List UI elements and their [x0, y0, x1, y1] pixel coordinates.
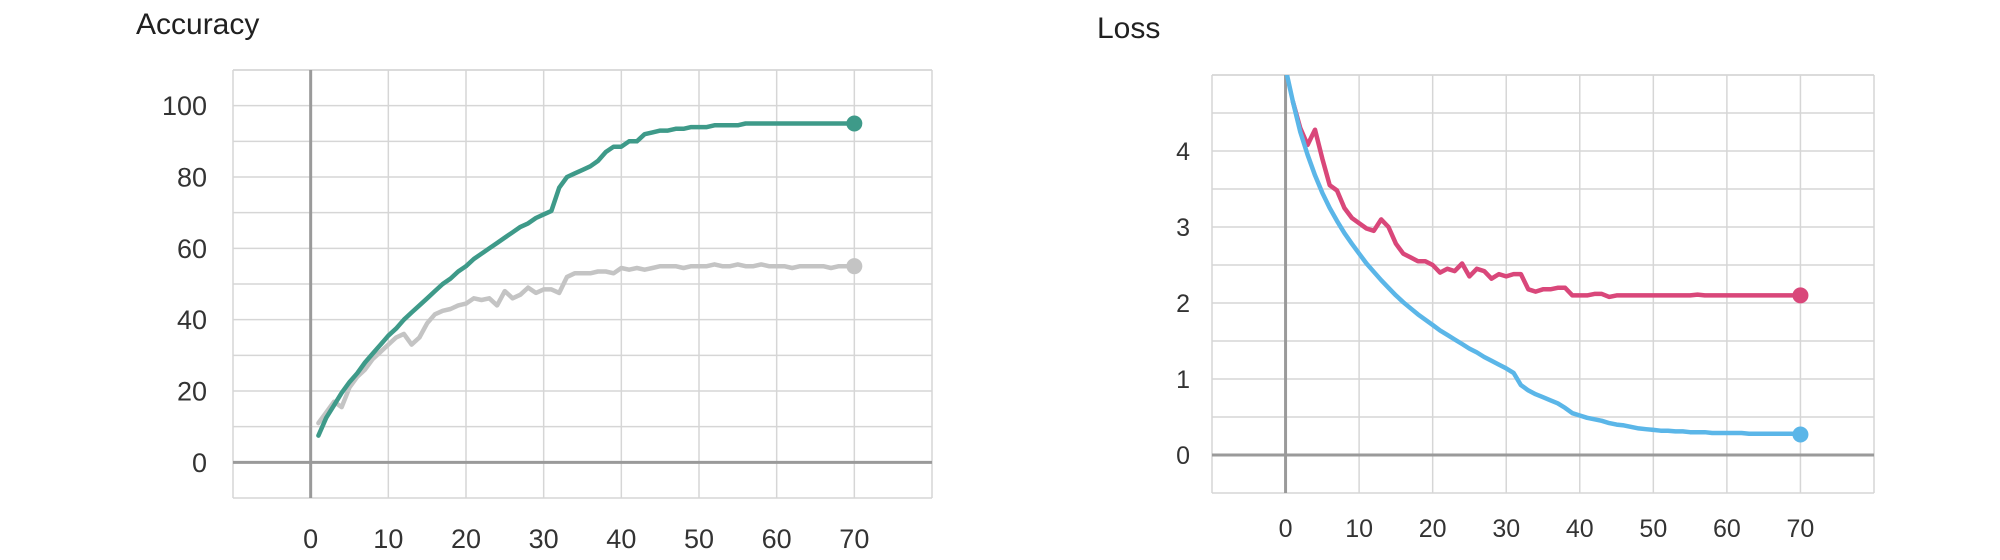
x-tick-label: 40	[1566, 515, 1594, 543]
y-tick-label: 60	[177, 234, 207, 264]
x-tick-label: 10	[373, 524, 403, 554]
x-tick-label: 40	[606, 524, 636, 554]
x-tick-label: 0	[303, 524, 318, 554]
x-tick-label: 0	[1279, 515, 1293, 543]
loss-chart: Loss 0 10 20 30 40 50 60 70 0 1 2 3 4	[1097, 12, 1875, 543]
y-tick-label: 4	[1176, 138, 1190, 166]
series-end-marker-1	[1792, 426, 1809, 443]
x-tick-label: 20	[451, 524, 481, 554]
x-tick-label: 70	[839, 524, 869, 554]
x-tick-label: 50	[684, 524, 714, 554]
x-tick-label: 30	[529, 524, 559, 554]
series-end-marker-1	[846, 115, 863, 132]
y-tick-label: 20	[177, 376, 207, 406]
y-tick-label: 100	[162, 91, 207, 121]
series-end-marker-0	[846, 258, 863, 275]
y-tick-label: 2	[1176, 290, 1190, 318]
series-line-0	[1290, 99, 1803, 300]
x-tick-label: 20	[1419, 515, 1447, 543]
y-tick-label: 80	[177, 162, 207, 192]
x-tick-label: 70	[1787, 515, 1815, 543]
series-line-0	[316, 262, 857, 426]
x-tick-label: 50	[1639, 515, 1667, 543]
accuracy-chart: Accuracy 0 10 20 30 40 50 60 70 0 20 40 60 80 100	[136, 8, 933, 554]
series-line-1	[1284, 75, 1803, 437]
y-tick-label: 3	[1176, 214, 1190, 242]
series-end-marker-0	[1792, 287, 1809, 304]
y-tick-label: 0	[1176, 442, 1190, 470]
x-tick-label: 60	[1713, 515, 1741, 543]
series-line-1	[316, 121, 857, 438]
x-tick-label: 30	[1492, 515, 1520, 543]
y-tick-label: 1	[1176, 366, 1190, 394]
x-tick-label: 10	[1345, 515, 1373, 543]
chart-title: Accuracy	[136, 8, 259, 41]
chart-title: Loss	[1097, 12, 1160, 45]
y-tick-label: 0	[192, 448, 207, 478]
y-tick-label: 40	[177, 305, 207, 335]
x-tick-label: 60	[762, 524, 792, 554]
